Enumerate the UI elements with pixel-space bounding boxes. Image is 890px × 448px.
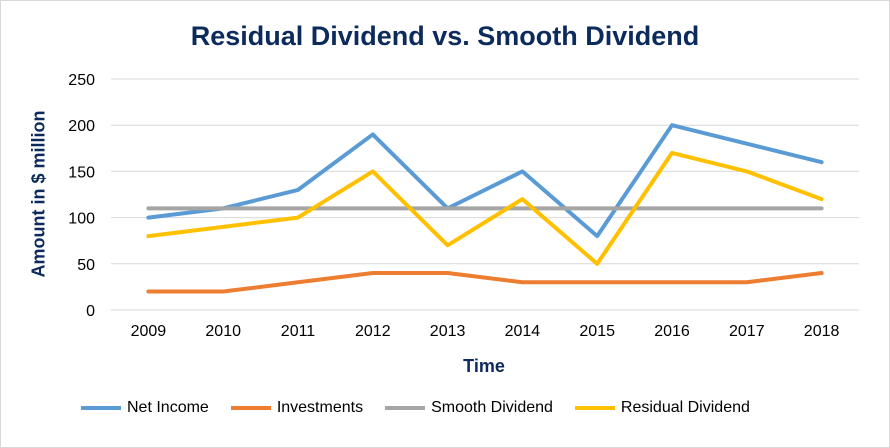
legend-swatch xyxy=(230,406,271,410)
series-line-residual-dividend xyxy=(146,150,824,266)
x-tick-label: 2015 xyxy=(579,323,615,340)
legend-label: Net Income xyxy=(127,399,209,416)
x-tick-label: 2012 xyxy=(355,323,391,340)
legend-swatch xyxy=(81,406,121,410)
x-axis-label: Time xyxy=(463,356,505,376)
legend-item: Net Income xyxy=(81,399,209,417)
chart-title: Residual Dividend vs. Smooth Dividend xyxy=(190,21,700,51)
x-tick-label: 2011 xyxy=(281,323,316,340)
x-tick-label: 2016 xyxy=(654,323,690,340)
legend-label: Residual Dividend xyxy=(620,399,750,416)
legend-item: Residual Dividend xyxy=(574,399,750,417)
x-tick-label: 2009 xyxy=(131,323,167,340)
x-tick-label: 2014 xyxy=(505,323,541,340)
legend-swatch xyxy=(574,406,615,410)
x-tick-label: 2018 xyxy=(804,323,840,340)
legend-label: Smooth Dividend xyxy=(431,399,553,416)
legend-item: Investments xyxy=(230,399,364,417)
legend: Net Income Investments Smooth Dividend Resi… xyxy=(81,399,772,417)
legend-label: Investments xyxy=(276,399,364,416)
x-tick-label: 2017 xyxy=(729,323,765,340)
y-tick-label: 150 xyxy=(68,164,95,181)
series-line-net-income xyxy=(146,123,824,239)
y-tick-label: 100 xyxy=(68,211,95,228)
legend-swatch xyxy=(385,406,426,410)
series-line-investments xyxy=(146,271,824,294)
y-tick-label: 200 xyxy=(68,118,95,135)
y-tick-label: 50 xyxy=(77,257,95,274)
y-tick-label: 0 xyxy=(86,303,95,320)
x-tick-label: 2013 xyxy=(430,323,466,340)
y-tick-label: 250 xyxy=(68,72,95,89)
legend-item: Smooth Dividend xyxy=(385,399,553,417)
x-tick-label: 2010 xyxy=(205,323,241,340)
